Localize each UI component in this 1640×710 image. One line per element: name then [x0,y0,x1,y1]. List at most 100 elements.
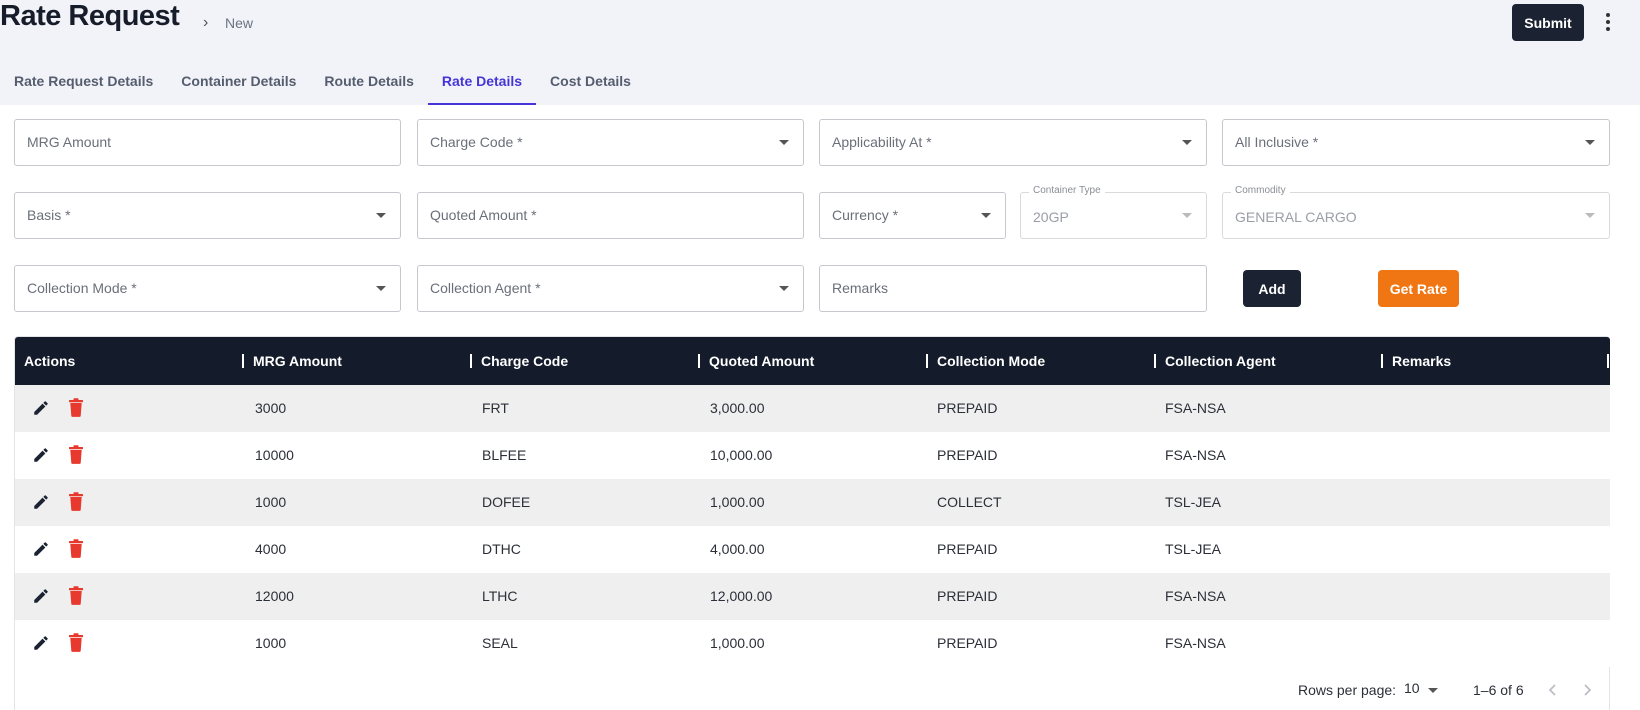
column-header-remarks[interactable]: Remarks [1381,337,1451,385]
mrg-amount-cell: 3000 [255,400,287,416]
collection-agent-cell: FSA-NSA [1165,588,1226,604]
basis-placeholder: Basis * [27,207,71,223]
edit-icon[interactable] [32,540,50,558]
pagination-range: 1–6 of 6 [1473,682,1524,698]
quoted-amount-cell: 1,000.00 [710,494,765,510]
all-inclusive-select[interactable]: All Inclusive * [1222,119,1610,166]
dropdown-arrow-icon [1585,140,1595,145]
column-header-actions: Actions [24,353,76,369]
quoted-amount-placeholder: Quoted Amount * [430,207,537,223]
tab-bar: Rate Request Details Container Details R… [0,60,645,105]
dropdown-arrow-icon[interactable] [1428,688,1438,693]
delete-icon[interactable] [68,539,84,558]
dropdown-arrow-icon [779,286,789,291]
commodity-select: Commodity GENERAL CARGO [1222,185,1610,239]
charge-code-select[interactable]: Charge Code * [417,119,804,166]
dropdown-arrow-icon [1585,213,1595,218]
collection-agent-cell: FSA-NSA [1165,400,1226,416]
quoted-amount-cell: 3,000.00 [710,400,765,416]
column-header-charge-code[interactable]: Charge Code [470,337,568,385]
commodity-value: GENERAL CARGO [1235,209,1357,225]
table-row: 4000 DTHC 4,000.00 PREPAID TSL-JEA [15,526,1610,573]
container-type-select: Container Type 20GP [1020,185,1207,239]
add-button[interactable]: Add [1243,270,1301,307]
collection-mode-cell: COLLECT [937,494,1002,510]
collection-mode-cell: PREPAID [937,447,998,463]
edit-icon[interactable] [32,634,50,652]
quoted-amount-input[interactable]: Quoted Amount * [417,192,804,239]
container-type-value: 20GP [1033,209,1069,225]
charge-code-cell: FRT [482,400,509,416]
all-inclusive-placeholder: All Inclusive * [1235,134,1319,150]
tab-container-details[interactable]: Container Details [181,73,297,89]
breadcrumb: New [225,15,254,31]
quoted-amount-cell: 12,000.00 [710,588,773,604]
collection-mode-select[interactable]: Collection Mode * [14,265,401,312]
get-rate-button[interactable]: Get Rate [1378,270,1459,307]
table-row: 3000 FRT 3,000.00 PREPAID FSA-NSA [15,385,1610,432]
remarks-input[interactable]: Remarks [819,265,1207,312]
table-row: 1000 DOFEE 1,000.00 COLLECT TSL-JEA [15,479,1610,526]
column-header-collection-mode[interactable]: Collection Mode [926,337,1045,385]
delete-icon[interactable] [68,398,84,417]
mrg-amount-input[interactable]: MRG Amount [14,119,401,166]
collection-agent-select[interactable]: Collection Agent * [417,265,804,312]
container-type-label: Container Type [1029,185,1105,196]
tab-cost-details[interactable]: Cost Details [550,73,631,89]
rows-per-page-select[interactable]: 10 [1404,680,1420,696]
next-page-icon[interactable] [1580,682,1594,698]
commodity-label: Commodity [1231,185,1290,196]
table-row: 10000 BLFEE 10,000.00 PREPAID FSA-NSA [15,432,1610,479]
tab-rate-details[interactable]: Rate Details [427,60,537,105]
column-header-collection-agent[interactable]: Collection Agent [1154,337,1276,385]
charge-code-cell: DOFEE [482,494,531,510]
dropdown-arrow-icon [376,213,386,218]
submit-button[interactable]: Submit [1512,4,1584,41]
collection-agent-cell: FSA-NSA [1165,635,1226,651]
edit-icon[interactable] [32,446,50,464]
applicability-at-select[interactable]: Applicability At * [819,119,1207,166]
table-header: Actions MRG Amount Charge Code Quoted Am… [15,337,1610,385]
dropdown-arrow-icon [1182,213,1192,218]
breadcrumb-chevron-icon: › [203,14,209,31]
mrg-amount-cell: 4000 [255,541,287,557]
collection-agent-placeholder: Collection Agent * [430,280,541,296]
charge-code-cell: SEAL [482,635,518,651]
dropdown-arrow-icon [779,140,789,145]
mrg-amount-cell: 1000 [255,635,287,651]
quoted-amount-cell: 10,000.00 [710,447,773,463]
charge-code-placeholder: Charge Code * [430,134,523,150]
charge-code-cell: BLFEE [482,447,527,463]
dropdown-arrow-icon [376,286,386,291]
delete-icon[interactable] [68,586,84,605]
delete-icon[interactable] [68,445,84,464]
more-options-icon[interactable] [1598,8,1618,36]
currency-placeholder: Currency * [832,207,899,223]
tab-route-details[interactable]: Route Details [324,73,414,89]
basis-select[interactable]: Basis * [14,192,401,239]
collection-mode-cell: PREPAID [937,541,998,557]
column-separator [1607,337,1618,385]
mrg-amount-cell: 1000 [255,494,287,510]
collection-mode-placeholder: Collection Mode * [27,280,137,296]
tab-rate-request-details[interactable]: Rate Request Details [14,73,154,89]
collection-mode-cell: PREPAID [937,400,998,416]
column-header-mrg-amount[interactable]: MRG Amount [242,337,342,385]
delete-icon[interactable] [68,492,84,511]
dropdown-arrow-icon [981,213,991,218]
delete-icon[interactable] [68,633,84,652]
edit-icon[interactable] [32,399,50,417]
rates-table: Actions MRG Amount Charge Code Quoted Am… [14,336,1610,710]
currency-select[interactable]: Currency * [819,192,1006,239]
collection-agent-cell: TSL-JEA [1165,494,1222,510]
mrg-amount-placeholder: MRG Amount [27,134,112,150]
edit-icon[interactable] [32,493,50,511]
previous-page-icon[interactable] [1546,682,1560,698]
pagination: Rows per page: 10 1–6 of 6 [15,670,1610,710]
collection-mode-cell: PREPAID [937,588,998,604]
page-title: Rate Request [0,0,180,32]
edit-icon[interactable] [32,587,50,605]
mrg-amount-cell: 12000 [255,588,294,604]
column-header-quoted-amount[interactable]: Quoted Amount [698,337,814,385]
table-row: 12000 LTHC 12,000.00 PREPAID FSA-NSA [15,573,1610,620]
